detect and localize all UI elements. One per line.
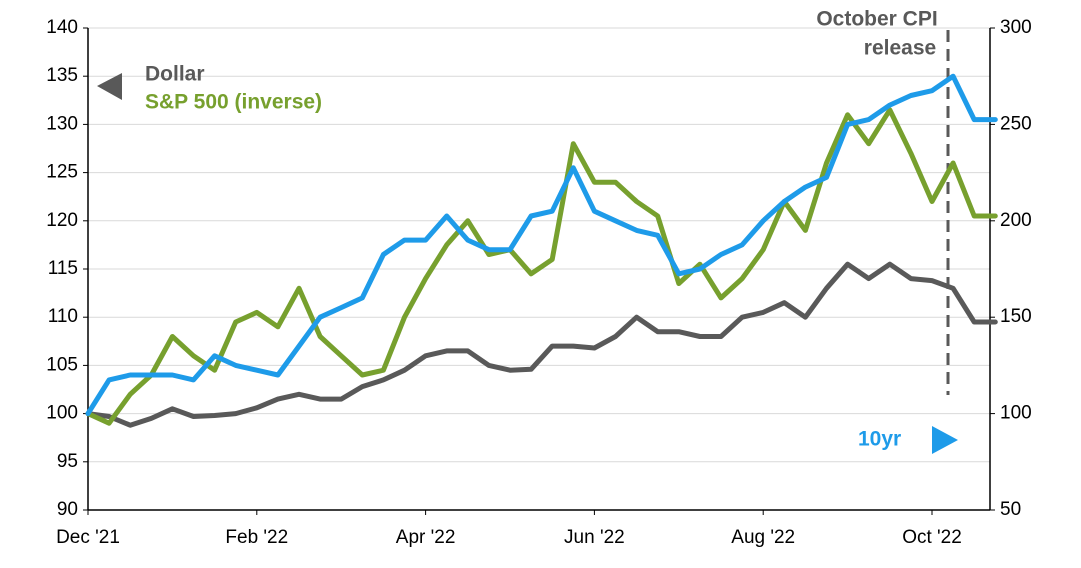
y-tick-label: 135	[46, 65, 78, 86]
y-tick-label: 120	[46, 210, 78, 231]
y2-tick-label: 50	[1000, 499, 1021, 520]
x-tick-label: Feb '22	[225, 527, 288, 548]
y-tick-label: 90	[57, 499, 78, 520]
y2-tick-label: 300	[1000, 17, 1032, 38]
annotation: release	[864, 37, 936, 60]
x-tick-label: Oct '22	[902, 527, 962, 548]
y-tick-label: 100	[46, 403, 78, 424]
x-tick-label: Aug '22	[731, 527, 795, 548]
y-tick-label: 95	[57, 451, 78, 472]
y2-tick-label: 200	[1000, 210, 1032, 231]
y-tick-label: 115	[48, 258, 78, 279]
y-tick-label: 140	[46, 17, 78, 38]
x-tick-label: Dec '21	[56, 527, 120, 548]
y-tick-label: 105	[46, 354, 78, 375]
legend-label: S&P 500 (inverse)	[145, 91, 322, 114]
line-series	[85, 107, 998, 426]
y2-tick-label: 250	[1000, 113, 1032, 134]
legend-label: Dollar	[145, 63, 205, 86]
legend-arrow	[97, 73, 122, 100]
line-series	[85, 261, 998, 428]
y2-tick-label: 100	[1000, 403, 1032, 424]
annotation: October CPI	[816, 8, 937, 31]
y-tick-label: 130	[46, 113, 78, 134]
y-tick-label: 110	[48, 306, 78, 327]
x-tick-label: Jun '22	[564, 527, 625, 548]
line-series	[85, 73, 998, 417]
x-tick-label: Apr '22	[396, 527, 456, 548]
legend-label: 10yr	[858, 428, 901, 451]
y2-tick-label: 150	[1000, 306, 1032, 327]
y-tick-label: 125	[46, 162, 78, 183]
legend-arrow	[932, 426, 958, 454]
